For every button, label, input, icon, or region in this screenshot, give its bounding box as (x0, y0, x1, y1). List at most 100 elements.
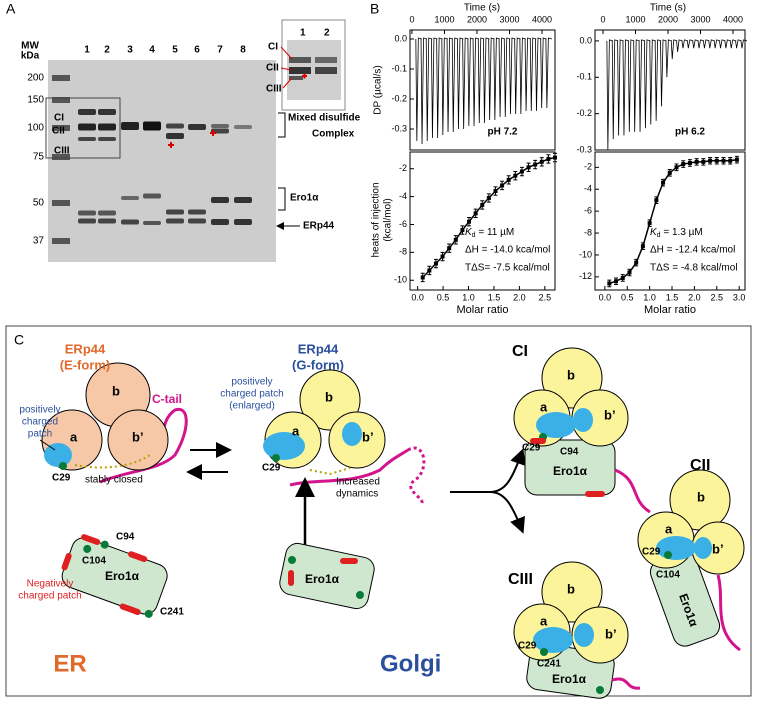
axis-title: Molar ratio (644, 304, 696, 316)
x-tick-label: 1.0 (643, 292, 656, 302)
scheme-label: positively (19, 405, 60, 416)
x-tick-label: 2.5 (539, 292, 552, 302)
scheme-shape (541, 561, 603, 623)
scheme-shape (288, 570, 294, 586)
injection-peak (703, 39, 710, 49)
data-point (654, 198, 659, 203)
data-point (694, 159, 699, 164)
scheme-label: (G-form) (292, 357, 344, 372)
gel-band (121, 196, 139, 200)
highlight-box (45, 97, 121, 159)
injection-peak (729, 39, 737, 49)
data-point (640, 244, 645, 249)
injection-peak (724, 39, 731, 49)
gel (48, 60, 276, 262)
mw-label: 100 (27, 123, 44, 134)
gel-band (98, 137, 116, 141)
injection-peak (441, 37, 448, 136)
data-point (728, 158, 733, 163)
data-point (687, 160, 692, 165)
data-point (420, 275, 425, 280)
scheme-shape (407, 446, 426, 507)
gel-band (98, 123, 116, 131)
scheme-label: C241 (160, 607, 184, 618)
scheme-shape (272, 454, 280, 462)
gel-band (188, 209, 206, 215)
y-tick-label: -0.2 (576, 108, 592, 118)
y-tick-label: -2 (584, 162, 592, 172)
scheme-shape (356, 591, 364, 599)
lane-label: 4 (149, 45, 155, 56)
plot-frame (594, 151, 746, 291)
scheme-shape (694, 537, 712, 559)
injection-peak (529, 37, 537, 112)
injection-peak (436, 37, 443, 139)
scheme-shape (61, 534, 168, 618)
x-tick-label: 0.5 (437, 292, 450, 302)
injection-peak (503, 37, 511, 118)
scheme-label: a (70, 429, 78, 444)
gel-label: ERp44 (303, 221, 335, 232)
scheme (39, 347, 745, 699)
gel-band (78, 210, 96, 216)
y-tick-label: -8 (399, 247, 407, 257)
injection-peak (649, 39, 656, 125)
marker-band (52, 154, 70, 160)
y-tick-label: -12 (579, 271, 592, 281)
y-tick-label: -4 (584, 184, 592, 194)
injection-peak (633, 39, 640, 132)
injection-peak (697, 39, 705, 49)
plot-frame (409, 29, 556, 151)
scheme-label: C29 (518, 641, 537, 652)
scheme-label: C29 (262, 463, 281, 474)
scheme-label: C-tail (152, 392, 182, 406)
lane-label: 5 (172, 45, 178, 56)
gel-label: Mixed disulfide (288, 113, 361, 124)
data-point (614, 279, 619, 284)
data-point (473, 211, 478, 216)
x-tick-label: 4000 (723, 14, 743, 24)
gel-band (78, 218, 96, 224)
marker-band (52, 200, 70, 206)
injection-peak (519, 37, 526, 115)
inset-label: CII (266, 63, 279, 74)
data-point (427, 268, 432, 273)
data-point (674, 165, 679, 170)
dh-label: ΔH = -12.4 kca/mol (650, 245, 735, 256)
mw-label: 75 (33, 152, 45, 163)
scheme-label: Golgi (380, 650, 441, 677)
scheme-shape (309, 467, 351, 476)
injection-peak (622, 39, 630, 136)
axis-title: Molar ratio (457, 304, 509, 316)
lane-label: 8 (240, 45, 246, 56)
data-point (734, 157, 739, 162)
data-point (447, 246, 452, 251)
scheme-shape (74, 454, 151, 469)
y-tick-label: 0.0 (579, 35, 592, 45)
injection-peak (692, 39, 699, 49)
injection-peak (498, 37, 506, 118)
marker-band (52, 75, 70, 81)
injection-peak (676, 39, 683, 52)
scheme-shape (573, 408, 593, 432)
data-point (647, 221, 652, 226)
mw-label: 50 (33, 198, 45, 209)
panel-label: C (14, 332, 24, 348)
scheme-label: b’ (132, 429, 144, 444)
injection-peak (540, 37, 547, 109)
x-tick-label: 3.0 (733, 292, 746, 302)
gel-band (143, 121, 161, 131)
mw-title: MW (21, 41, 39, 52)
scheme-shape (540, 648, 548, 656)
scheme-label: C94 (116, 532, 135, 543)
scheme-shape (83, 544, 92, 553)
gel-band (78, 109, 96, 115)
injection-peak (681, 39, 689, 49)
scheme-label: dynamics (336, 489, 378, 500)
scheme-label: Negatively (27, 579, 74, 590)
y-tick-label: -0.1 (576, 72, 592, 82)
kd-part: = 1.3 µM (661, 227, 703, 238)
x-tick-label: 1.0 (462, 292, 475, 302)
marker-band (52, 238, 70, 244)
injection-peak (686, 39, 694, 49)
